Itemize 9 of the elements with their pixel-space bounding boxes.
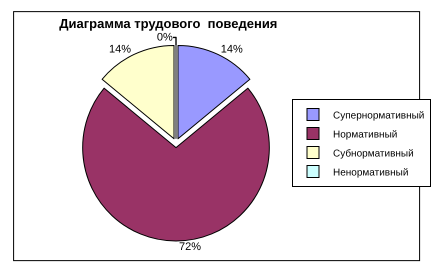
- chart-title: Диаграмма трудового поведения: [59, 16, 278, 32]
- legend-label: Нормативный: [333, 129, 398, 140]
- legend-label: Супернормативный: [333, 110, 424, 122]
- data-label: 14%: [109, 43, 132, 56]
- data-label: 72%: [179, 241, 202, 253]
- data-label: 14%: [220, 43, 243, 56]
- legend-label: Субнормативный: [333, 148, 414, 160]
- text: 0%: [156, 31, 173, 44]
- legend-label: Ненормативный: [333, 167, 408, 178]
